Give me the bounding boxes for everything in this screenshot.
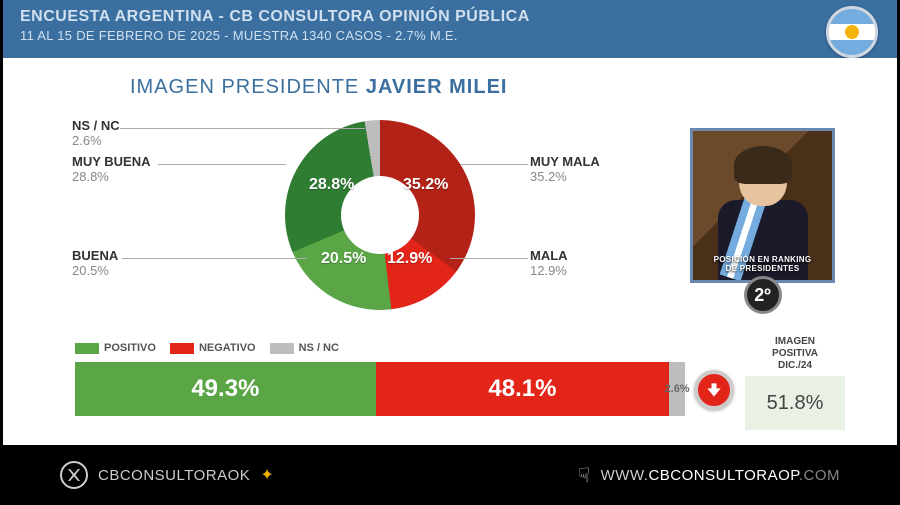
cat-muy-buena-name: MUY BUENA (72, 154, 151, 169)
leader-line (158, 164, 286, 165)
previous-label: IMAGEN POSITIVA DIC./24 (745, 336, 845, 372)
legend-item: NS / NC (270, 342, 339, 354)
trend-down-icon (694, 370, 734, 410)
prev-l1: IMAGEN (745, 336, 845, 348)
prev-l2: POSITIVA (745, 348, 845, 360)
url-tld: .COM (799, 467, 840, 484)
legend-swatch (170, 343, 194, 354)
url-prefix: WWW. (601, 467, 649, 484)
cat-muy-buena: MUY BUENA 28.8% (72, 154, 151, 184)
cat-muy-mala: MUY MALA 35.2% (530, 154, 600, 184)
subject-photo: POSICIÓN EN RANKING DE PRESIDENTES (690, 128, 835, 283)
legend-label: POSITIVO (104, 342, 156, 354)
flag-sun-icon (845, 25, 859, 39)
photo-caption-l2: DE PRESIDENTES (693, 265, 832, 274)
section-label: IMAGEN PRESIDENTE (130, 76, 359, 98)
legend-swatch (270, 343, 294, 354)
legend-item: NEGATIVO (170, 342, 256, 354)
cat-nsnc-name: NS / NC (72, 118, 120, 133)
header: ENCUESTA ARGENTINA - CB CONSULTORA OPINI… (0, 0, 900, 58)
bar-segment-positivo: 49.3% (75, 362, 376, 416)
previous-value: 51.8% (745, 376, 845, 430)
social-handle: CBCONSULTORAOK (98, 467, 250, 484)
cat-buena-name: BUENA (72, 248, 118, 263)
cat-muy-buena-val: 28.8% (72, 169, 151, 184)
main-content: IMAGEN PRESIDENTE JAVIER MILEI 35.2% 12.… (0, 58, 900, 445)
header-title: ENCUESTA ARGENTINA - CB CONSULTORA OPINI… (20, 8, 880, 26)
leader-line (120, 128, 365, 129)
prev-l3: DIC./24 (745, 360, 845, 372)
cat-muy-mala-val: 35.2% (530, 169, 600, 184)
bar-segment-negativo: 48.1% (376, 362, 669, 416)
section-title: IMAGEN PRESIDENTE JAVIER MILEI (130, 76, 507, 99)
legend: POSITIVO NEGATIVO NS / NC (75, 342, 353, 357)
legend-label: NS / NC (299, 342, 339, 354)
cat-nsnc: NS / NC 2.6% (72, 118, 120, 148)
legend-item: POSITIVO (75, 342, 156, 354)
cat-mala: MALA 12.9% (530, 248, 568, 278)
cat-buena: BUENA 20.5% (72, 248, 118, 278)
pointer-icon: ☟ (578, 463, 591, 488)
bar-segment-nsnc: 2.6% (669, 362, 685, 416)
leader-line (122, 258, 307, 259)
x-twitter-icon (60, 461, 88, 489)
subject-photo-card: POSICIÓN EN RANKING DE PRESIDENTES 2º (690, 128, 835, 283)
subject-name: JAVIER MILEI (366, 76, 508, 98)
cat-muy-mala-name: MUY MALA (530, 154, 600, 169)
cat-mala-val: 12.9% (530, 263, 568, 278)
slice-label-muy-buena: 28.8% (309, 176, 354, 194)
header-subtitle: 11 AL 15 DE FEBRERO DE 2025 - MUESTRA 13… (20, 28, 880, 43)
photo-caption: POSICIÓN EN RANKING DE PRESIDENTES (693, 256, 832, 274)
cat-buena-val: 20.5% (72, 263, 118, 278)
footer: CBCONSULTORAOK ✦ ☟ WWW.CBCONSULTORAOP.CO… (0, 445, 900, 505)
leader-line (460, 164, 528, 165)
leader-line (450, 258, 528, 259)
cat-nsnc-val: 2.6% (72, 133, 120, 148)
footer-url: ☟ WWW.CBCONSULTORAOP.COM (578, 463, 840, 488)
footer-social: CBCONSULTORAOK ✦ (60, 461, 274, 489)
slice-label-muy-mala: 35.2% (403, 176, 448, 194)
donut-chart: 35.2% 12.9% 20.5% 28.8% (285, 120, 475, 310)
previous-value-box: IMAGEN POSITIVA DIC./24 51.8% (745, 336, 845, 430)
legend-swatch (75, 343, 99, 354)
legend-label: NEGATIVO (199, 342, 256, 354)
url-domain: CBCONSULTORAOP (648, 467, 798, 484)
summary-bar: 49.3%48.1%2.6% (75, 362, 685, 416)
cat-mala-name: MALA (530, 248, 568, 263)
slice-label-buena: 20.5% (321, 250, 366, 268)
verified-icon: ✦ (260, 465, 274, 485)
rank-badge: 2º (744, 276, 782, 314)
slice-label-mala: 12.9% (387, 250, 432, 268)
argentina-flag-icon (826, 6, 878, 58)
